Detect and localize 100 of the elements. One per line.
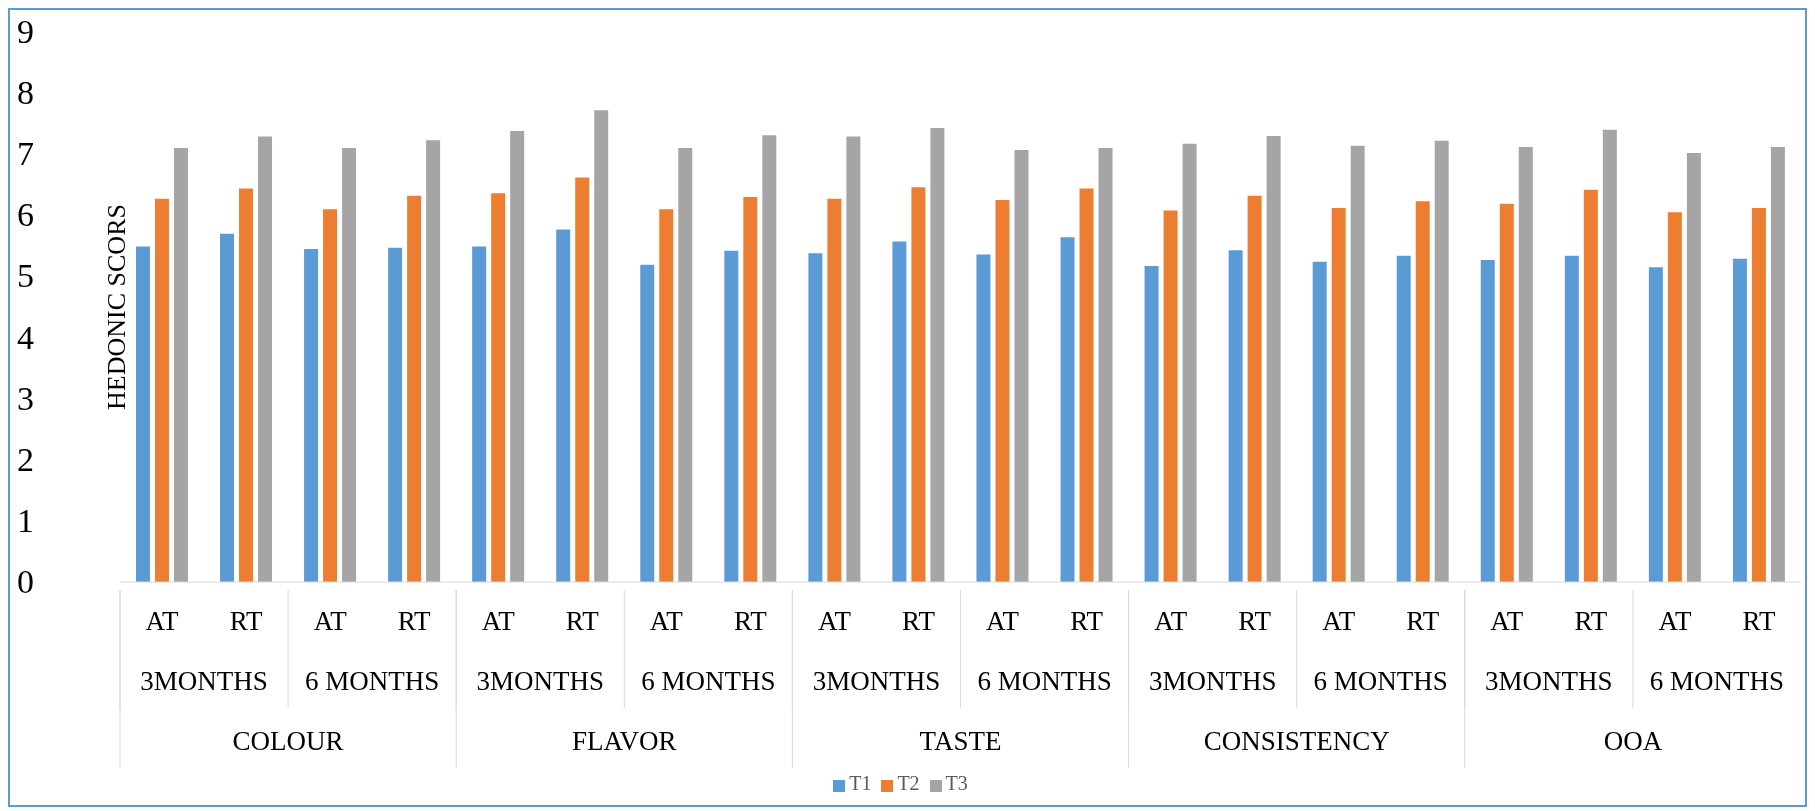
y-axis-title: HEDONIC SCORS bbox=[102, 204, 132, 410]
bar bbox=[1564, 255, 1579, 582]
x-tick-label: RT bbox=[1070, 606, 1104, 636]
y-tick-label: 1 bbox=[17, 501, 34, 539]
bar bbox=[1060, 237, 1075, 582]
bar bbox=[1518, 146, 1533, 582]
x-tick-label: AT bbox=[145, 606, 180, 636]
bar bbox=[743, 197, 758, 582]
y-tick-label: 0 bbox=[17, 563, 34, 600]
bar bbox=[1751, 208, 1766, 582]
bar bbox=[510, 131, 525, 582]
y-tick-label: 9 bbox=[17, 13, 34, 50]
bar bbox=[388, 247, 403, 582]
text: TASTE bbox=[919, 726, 1002, 756]
bar bbox=[426, 140, 441, 582]
bar bbox=[640, 264, 655, 582]
y-tick-label: 5 bbox=[17, 257, 34, 295]
bar bbox=[892, 241, 907, 582]
bar bbox=[594, 110, 609, 582]
bar bbox=[808, 253, 823, 582]
text: 3MONTHS bbox=[1148, 666, 1277, 696]
bar bbox=[659, 209, 674, 582]
text: 3MONTHS bbox=[140, 666, 268, 696]
y-tick-label: 6 bbox=[17, 196, 34, 234]
bar bbox=[1583, 189, 1598, 582]
bar bbox=[556, 229, 571, 582]
legend-label: T1 bbox=[849, 772, 872, 794]
x-tick-label: AT bbox=[481, 606, 516, 636]
x-tick-label: AT bbox=[1490, 606, 1524, 636]
legend-label: T2 bbox=[897, 772, 920, 794]
bar bbox=[154, 198, 169, 582]
bar bbox=[258, 136, 273, 582]
x-tick-label: RT bbox=[1406, 606, 1440, 636]
y-tick-label: 7 bbox=[17, 135, 34, 173]
text: 6 MONTHS bbox=[977, 666, 1112, 696]
bar bbox=[1770, 146, 1785, 582]
bar bbox=[1312, 261, 1327, 582]
bar bbox=[976, 254, 991, 582]
bar bbox=[1415, 201, 1430, 582]
bar bbox=[1098, 148, 1113, 582]
x-tick-label: AT bbox=[313, 606, 348, 636]
y-tick-label: 2 bbox=[17, 440, 34, 478]
bar bbox=[1667, 212, 1682, 582]
x-tick-label: RT bbox=[1574, 606, 1608, 636]
bar bbox=[1163, 210, 1178, 582]
y-tick-label: 8 bbox=[17, 74, 34, 112]
bar bbox=[135, 246, 150, 582]
x-tick-label: AT bbox=[649, 606, 684, 636]
bar bbox=[762, 135, 777, 582]
bar bbox=[472, 246, 487, 582]
bar bbox=[1732, 258, 1747, 582]
x-tick-label: AT bbox=[986, 606, 1020, 636]
bar bbox=[995, 200, 1010, 582]
x-tick-label: RT bbox=[229, 606, 264, 636]
x-tick-label: RT bbox=[733, 606, 768, 636]
bar bbox=[1686, 153, 1701, 582]
bar bbox=[220, 233, 235, 582]
x-tick-label: AT bbox=[1322, 606, 1356, 636]
bar bbox=[930, 127, 945, 582]
text: 3MONTHS bbox=[1485, 666, 1613, 696]
bar bbox=[491, 193, 506, 582]
text: OOA bbox=[1603, 726, 1663, 756]
x-tick-label: AT bbox=[1658, 606, 1692, 636]
bar bbox=[304, 248, 319, 582]
bar bbox=[239, 188, 254, 582]
bar bbox=[1350, 145, 1365, 582]
bar bbox=[827, 198, 842, 582]
bar bbox=[1602, 129, 1617, 582]
bar bbox=[1228, 250, 1243, 582]
bar bbox=[342, 148, 357, 582]
bar bbox=[1182, 143, 1197, 582]
text: CONSISTENCY bbox=[1203, 726, 1390, 756]
bar bbox=[1396, 255, 1411, 582]
bar bbox=[1434, 140, 1449, 582]
text: 6 MONTHS bbox=[641, 666, 776, 696]
text: FLAVOR bbox=[572, 726, 677, 756]
x-tick-label: RT bbox=[565, 606, 600, 636]
bar bbox=[1499, 203, 1514, 582]
bar bbox=[1144, 266, 1159, 582]
text: 6 MONTHS bbox=[305, 666, 440, 696]
bar bbox=[323, 209, 338, 582]
bar bbox=[678, 148, 693, 582]
text: 6 MONTHS bbox=[1313, 666, 1448, 696]
x-tick-label: RT bbox=[1742, 606, 1776, 636]
x-tick-label: AT bbox=[1154, 606, 1188, 636]
x-tick-label: RT bbox=[397, 606, 432, 636]
text: 3MONTHS bbox=[476, 666, 605, 696]
legend-label: T3 bbox=[945, 772, 968, 794]
text: COLOUR bbox=[232, 726, 344, 756]
x-tick-label: RT bbox=[902, 606, 936, 636]
bar bbox=[1266, 135, 1281, 582]
bar bbox=[407, 195, 422, 582]
text: 6 MONTHS bbox=[1649, 666, 1785, 696]
bar bbox=[1247, 195, 1262, 582]
x-tick-label: AT bbox=[817, 606, 852, 636]
bar bbox=[1648, 267, 1663, 582]
text: 3MONTHS bbox=[812, 666, 941, 696]
bar bbox=[173, 148, 188, 582]
bar bbox=[1480, 259, 1495, 582]
bar bbox=[911, 187, 926, 582]
